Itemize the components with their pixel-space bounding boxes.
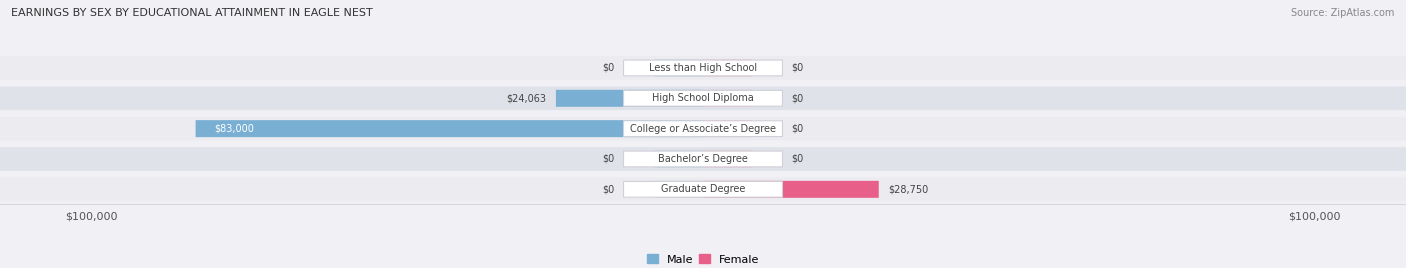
FancyBboxPatch shape xyxy=(623,151,783,167)
FancyBboxPatch shape xyxy=(0,87,1406,110)
FancyBboxPatch shape xyxy=(0,117,1406,140)
Text: EARNINGS BY SEX BY EDUCATIONAL ATTAINMENT IN EAGLE NEST: EARNINGS BY SEX BY EDUCATIONAL ATTAINMEN… xyxy=(11,8,373,18)
FancyBboxPatch shape xyxy=(703,59,752,76)
FancyBboxPatch shape xyxy=(654,59,703,76)
Text: Source: ZipAtlas.com: Source: ZipAtlas.com xyxy=(1291,8,1395,18)
Text: $83,000: $83,000 xyxy=(214,124,254,134)
Text: $0: $0 xyxy=(602,63,614,73)
FancyBboxPatch shape xyxy=(0,147,1406,171)
Text: $0: $0 xyxy=(792,63,804,73)
Text: $24,063: $24,063 xyxy=(506,93,547,103)
Text: High School Diploma: High School Diploma xyxy=(652,93,754,103)
Text: $0: $0 xyxy=(792,154,804,164)
Text: $0: $0 xyxy=(602,154,614,164)
FancyBboxPatch shape xyxy=(623,60,783,76)
Text: $0: $0 xyxy=(792,124,804,134)
FancyBboxPatch shape xyxy=(654,181,703,198)
Text: Less than High School: Less than High School xyxy=(650,63,756,73)
Text: Bachelor’s Degree: Bachelor’s Degree xyxy=(658,154,748,164)
FancyBboxPatch shape xyxy=(555,90,703,107)
FancyBboxPatch shape xyxy=(654,151,703,168)
Legend: Male, Female: Male, Female xyxy=(647,255,759,265)
FancyBboxPatch shape xyxy=(703,120,752,137)
FancyBboxPatch shape xyxy=(703,151,752,168)
FancyBboxPatch shape xyxy=(0,177,1406,201)
Text: $0: $0 xyxy=(602,184,614,194)
FancyBboxPatch shape xyxy=(623,121,783,136)
FancyBboxPatch shape xyxy=(623,90,783,106)
Text: College or Associate’s Degree: College or Associate’s Degree xyxy=(630,124,776,134)
FancyBboxPatch shape xyxy=(703,90,752,107)
Text: $28,750: $28,750 xyxy=(889,184,928,194)
FancyBboxPatch shape xyxy=(703,181,879,198)
FancyBboxPatch shape xyxy=(623,181,783,197)
Text: $0: $0 xyxy=(792,93,804,103)
Text: Graduate Degree: Graduate Degree xyxy=(661,184,745,194)
FancyBboxPatch shape xyxy=(0,56,1406,80)
FancyBboxPatch shape xyxy=(195,120,703,137)
